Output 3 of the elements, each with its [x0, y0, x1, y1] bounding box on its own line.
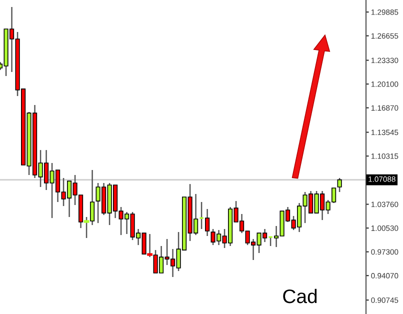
annotation: Cad — [283, 288, 317, 304]
candlestick — [205, 208, 210, 237]
candlestick — [337, 177, 342, 193]
